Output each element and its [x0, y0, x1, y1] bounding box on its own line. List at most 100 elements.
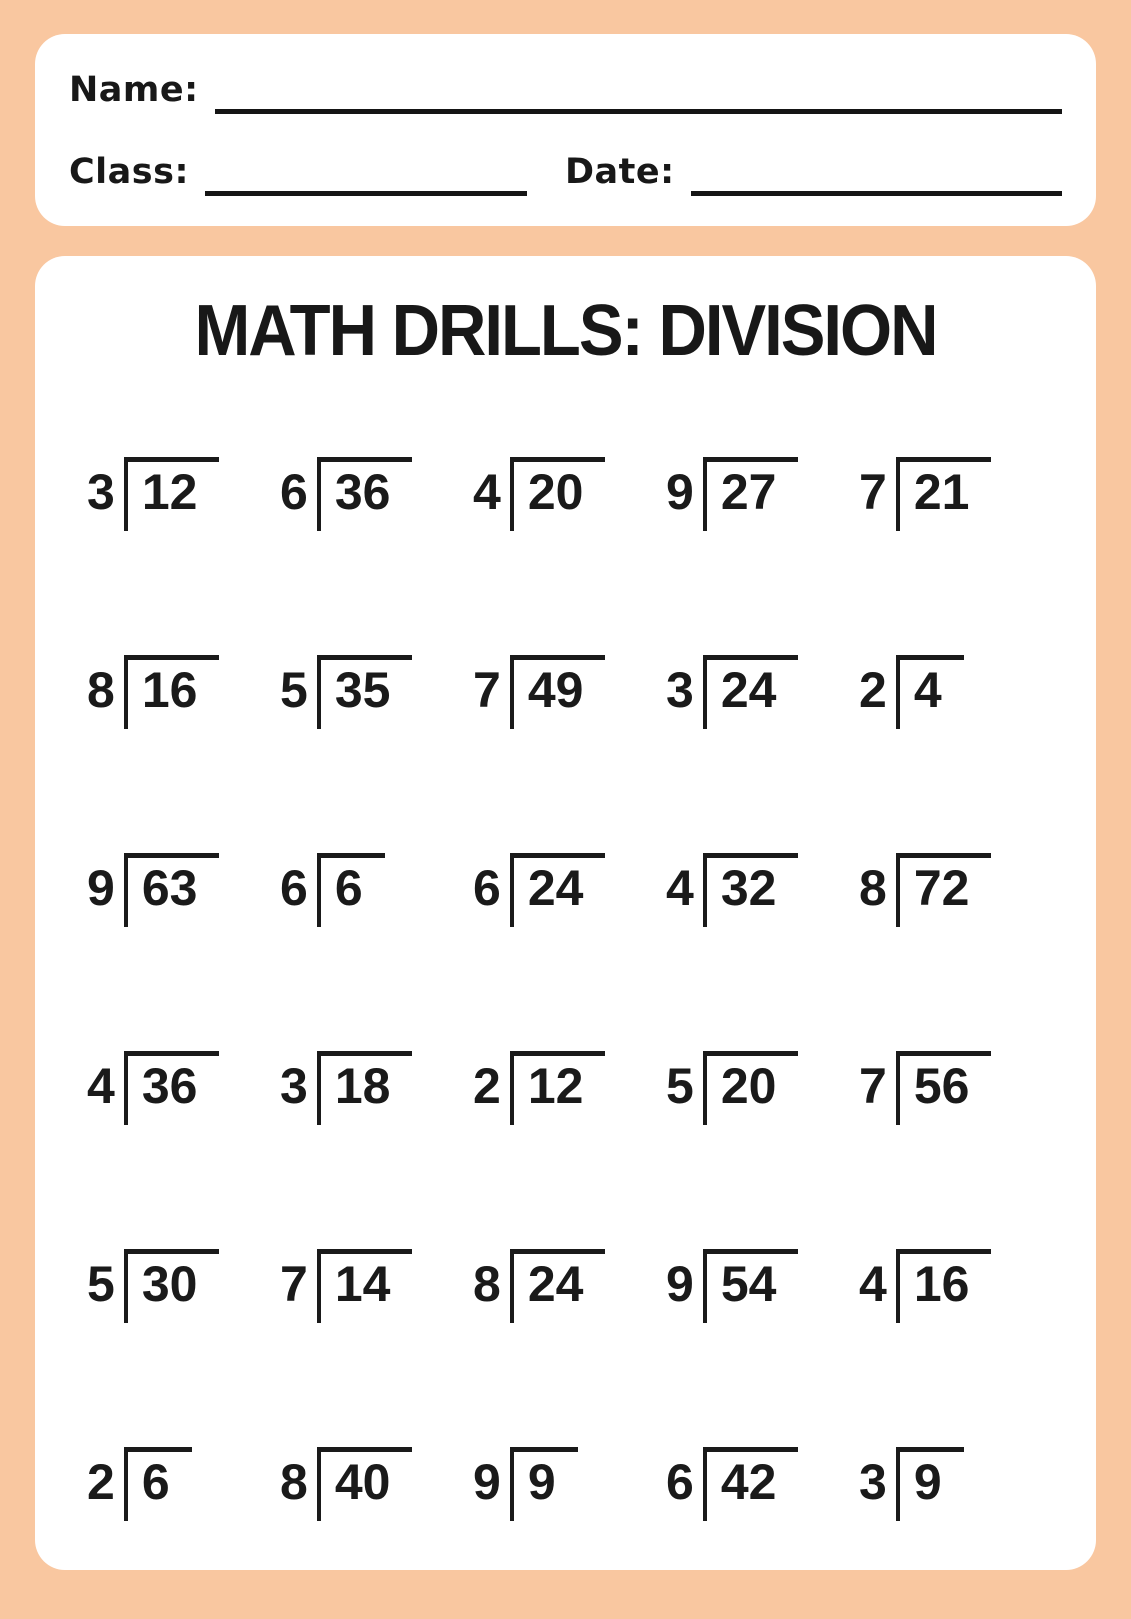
- divisor-number: 2: [859, 662, 887, 718]
- dividend-number-under-vinculum: 21: [895, 457, 992, 531]
- worksheet-title: MATH DRILLS: DIVISION: [194, 290, 938, 371]
- division-problem: 7 14: [280, 1249, 413, 1323]
- divisor-number: 7: [859, 464, 887, 520]
- dividend-number-under-vinculum: 56: [895, 1051, 992, 1125]
- dividend-number-under-vinculum: 72: [895, 853, 992, 927]
- dividend-number-under-vinculum: 16: [123, 655, 220, 729]
- class-label: Class:: [69, 152, 189, 192]
- dividend-number-under-vinculum: 12: [509, 1051, 606, 1125]
- class-blank-line: [204, 156, 527, 196]
- divisor-number: 9: [473, 1454, 501, 1510]
- dividend-number-under-vinculum: 30: [123, 1249, 220, 1323]
- division-problem: 7 56: [859, 1051, 992, 1125]
- dividend-number-under-vinculum: 6: [123, 1447, 192, 1521]
- divisor-number: 5: [666, 1058, 694, 1114]
- divisor-number: 9: [666, 1256, 694, 1312]
- division-problem: 6 24: [473, 853, 606, 927]
- division-problem: 5 30: [87, 1249, 220, 1323]
- division-problem: 8 72: [859, 853, 992, 927]
- division-problem: 9 9: [473, 1447, 578, 1521]
- divisor-number: 5: [280, 662, 308, 718]
- division-problem: 5 35: [280, 655, 413, 729]
- division-problem: 4 36: [87, 1051, 220, 1125]
- divisor-number: 3: [666, 662, 694, 718]
- dividend-number-under-vinculum: 24: [509, 853, 606, 927]
- worksheet-card: MATH DRILLS: DIVISION 3 12 6 36 4 20 9 2…: [35, 256, 1096, 1570]
- divisor-number: 9: [666, 464, 694, 520]
- date-label: Date:: [564, 152, 675, 192]
- class-date-row: Class: Date:: [69, 152, 1062, 196]
- name-label: Name:: [69, 70, 199, 110]
- division-problem: 9 27: [666, 457, 799, 531]
- division-problem: 5 20: [666, 1051, 799, 1125]
- divisor-number: 7: [280, 1256, 308, 1312]
- divisor-number: 3: [859, 1454, 887, 1510]
- division-problem: 2 6: [87, 1447, 192, 1521]
- divisor-number: 8: [87, 662, 115, 718]
- dividend-number-under-vinculum: 27: [702, 457, 799, 531]
- dividend-number-under-vinculum: 40: [316, 1447, 413, 1521]
- divisor-number: 4: [859, 1256, 887, 1312]
- divisor-number: 5: [87, 1256, 115, 1312]
- dividend-number-under-vinculum: 9: [895, 1447, 964, 1521]
- dividend-number-under-vinculum: 20: [509, 457, 606, 531]
- dividend-number-under-vinculum: 42: [702, 1447, 799, 1521]
- divisor-number: 6: [280, 464, 308, 520]
- division-problems-grid: 3 12 6 36 4 20 9 27 7 21 8 16 5 35 7 49 …: [75, 431, 1056, 1619]
- divisor-number: 9: [87, 860, 115, 916]
- division-problem: 4 32: [666, 853, 799, 927]
- dividend-number-under-vinculum: 16: [895, 1249, 992, 1323]
- divisor-number: 3: [280, 1058, 308, 1114]
- dividend-number-under-vinculum: 12: [123, 457, 220, 531]
- division-problem: 6 42: [666, 1447, 799, 1521]
- dividend-number-under-vinculum: 24: [702, 655, 799, 729]
- divisor-number: 6: [666, 1454, 694, 1510]
- dividend-number-under-vinculum: 63: [123, 853, 220, 927]
- divisor-number: 2: [473, 1058, 501, 1114]
- divisor-number: 7: [473, 662, 501, 718]
- division-problem: 3 18: [280, 1051, 413, 1125]
- division-problem: 9 54: [666, 1249, 799, 1323]
- division-problem: 6 36: [280, 457, 413, 531]
- division-problem: 2 4: [859, 655, 964, 729]
- date-blank-line: [690, 156, 1062, 196]
- name-row: Name:: [69, 70, 1062, 114]
- division-problem: 2 12: [473, 1051, 606, 1125]
- division-problem: 8 16: [87, 655, 220, 729]
- divisor-number: 4: [473, 464, 501, 520]
- divisor-number: 8: [280, 1454, 308, 1510]
- division-problem: 7 49: [473, 655, 606, 729]
- dividend-number-under-vinculum: 36: [123, 1051, 220, 1125]
- divisor-number: 4: [666, 860, 694, 916]
- divisor-number: 3: [87, 464, 115, 520]
- division-problem: 3 12: [87, 457, 220, 531]
- dividend-number-under-vinculum: 36: [316, 457, 413, 531]
- division-problem: 6 6: [280, 853, 385, 927]
- dividend-number-under-vinculum: 6: [316, 853, 385, 927]
- divisor-number: 6: [280, 860, 308, 916]
- division-problem: 9 63: [87, 853, 220, 927]
- dividend-number-under-vinculum: 4: [895, 655, 964, 729]
- student-info-card: Name: Class: Date:: [35, 34, 1096, 226]
- division-problem: 3 9: [859, 1447, 964, 1521]
- divisor-number: 8: [473, 1256, 501, 1312]
- divisor-number: 6: [473, 860, 501, 916]
- division-problem: 8 24: [473, 1249, 606, 1323]
- dividend-number-under-vinculum: 9: [509, 1447, 578, 1521]
- division-problem: 4 16: [859, 1249, 992, 1323]
- division-problem: 7 21: [859, 457, 992, 531]
- division-problem: 3 24: [666, 655, 799, 729]
- dividend-number-under-vinculum: 32: [702, 853, 799, 927]
- dividend-number-under-vinculum: 49: [509, 655, 606, 729]
- division-problem: 8 40: [280, 1447, 413, 1521]
- divisor-number: 8: [859, 860, 887, 916]
- dividend-number-under-vinculum: 14: [316, 1249, 413, 1323]
- dividend-number-under-vinculum: 35: [316, 655, 413, 729]
- dividend-number-under-vinculum: 18: [316, 1051, 413, 1125]
- division-problem: 4 20: [473, 457, 606, 531]
- dividend-number-under-vinculum: 24: [509, 1249, 606, 1323]
- dividend-number-under-vinculum: 20: [702, 1051, 799, 1125]
- divisor-number: 4: [87, 1058, 115, 1114]
- dividend-number-under-vinculum: 54: [702, 1249, 799, 1323]
- divisor-number: 7: [859, 1058, 887, 1114]
